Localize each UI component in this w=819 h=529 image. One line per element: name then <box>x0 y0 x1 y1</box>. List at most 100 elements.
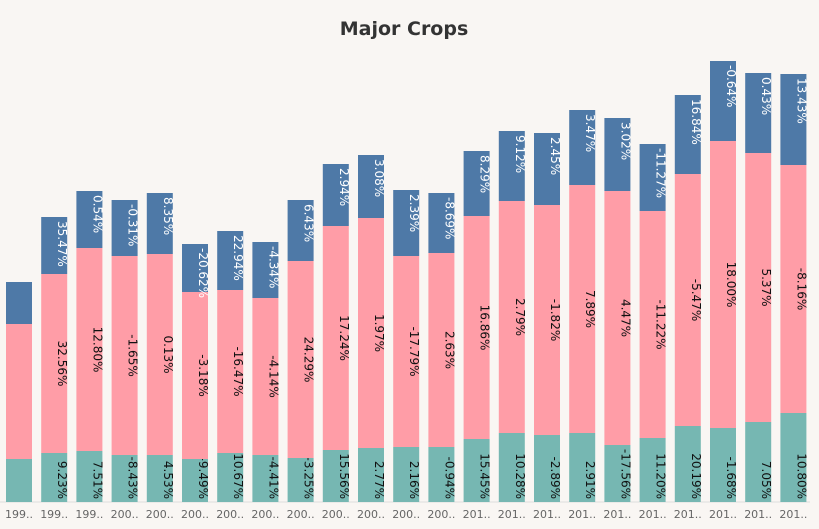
bar-top-segment <box>111 200 138 256</box>
x-tick-label: 199.. <box>40 508 68 521</box>
data-label: 11.20% <box>654 453 668 499</box>
data-label: 8.35% <box>161 197 175 235</box>
bar-top-segment <box>463 151 490 216</box>
data-label: 9.23% <box>55 461 69 499</box>
data-label: 8.29% <box>478 155 492 193</box>
data-label: 2.45% <box>548 137 562 175</box>
bar-bottom-segment <box>639 438 666 502</box>
bar-middle-segment <box>76 248 103 451</box>
bar-middle-segment <box>358 218 384 448</box>
bar-middle-segment <box>111 256 138 455</box>
data-label: -5.47% <box>689 279 703 321</box>
x-tick-label: 200.. <box>287 508 315 521</box>
data-label: 7.89% <box>583 290 597 328</box>
bar-top-segment <box>217 231 244 290</box>
bar-bottom-segment <box>287 458 314 502</box>
bar-middle-segment <box>252 298 279 455</box>
data-label: -0.31% <box>126 204 140 246</box>
data-label: 1.97% <box>372 314 386 352</box>
data-label: 24.29% <box>302 337 316 383</box>
data-label: -17.79% <box>407 326 421 376</box>
bar-middle-segment <box>674 174 701 426</box>
bar-top-segment <box>76 191 103 248</box>
x-tick-labels: 199.. 199.. 199.. 200.. 200.. 200.. 200.. 200..… <box>5 508 807 521</box>
bar-top-segment <box>745 73 772 153</box>
data-label: 35.47% <box>55 221 69 267</box>
bar-middle-segment <box>639 211 666 438</box>
data-label: 10.67% <box>231 453 245 499</box>
bar-top-segment <box>358 155 384 218</box>
data-label: -3.25% <box>302 457 316 499</box>
bar-bottom-segment <box>428 447 455 502</box>
data-label: -0.94% <box>442 457 456 499</box>
bar-middle-segment <box>6 324 32 459</box>
x-tick-label: 199.. <box>5 508 33 521</box>
bar-top-segment <box>41 217 68 274</box>
bar-bottom-segment <box>76 451 103 502</box>
x-tick-label: 200.. <box>427 508 455 521</box>
bar-bottom-segment <box>604 445 631 502</box>
data-label: -1.68% <box>724 457 738 499</box>
data-label: 2.79% <box>513 298 527 336</box>
bar-top-segment <box>428 193 455 253</box>
data-label: -16.47% <box>231 346 245 396</box>
bar-bottom-segment <box>710 428 736 502</box>
data-label: 17.24% <box>337 315 351 361</box>
data-label: 10.28% <box>513 453 527 499</box>
data-label: 5.37% <box>759 268 773 306</box>
bar-middle-segment <box>146 254 173 455</box>
bar-middle-segment <box>393 256 420 447</box>
x-tick-label: 201.. <box>533 508 561 521</box>
data-label: 3.02% <box>618 122 632 160</box>
bar-middle-segment <box>428 253 455 447</box>
bar-bottom-segment <box>393 447 420 502</box>
bar-bottom-segment <box>217 453 244 502</box>
bar-middle-segment <box>41 274 68 453</box>
data-label: 22.94% <box>231 235 245 281</box>
x-tick-label: 201.. <box>603 508 631 521</box>
data-label: 2.39% <box>407 194 421 232</box>
data-label: 2.91% <box>583 461 597 499</box>
bar-bottom-segment <box>182 459 208 502</box>
bar-middle-segment <box>710 141 736 428</box>
bar-top-segment <box>674 95 701 174</box>
bar-top-segment <box>498 131 525 201</box>
x-tick-label: 201.. <box>674 508 702 521</box>
x-tick-label: 200.. <box>251 508 279 521</box>
bar-middle-segment <box>217 290 244 453</box>
data-label: 4.53% <box>161 461 175 499</box>
x-tick-label: 199.. <box>75 508 103 521</box>
data-label: 0.54% <box>90 195 104 233</box>
data-label: -17.56% <box>618 449 632 499</box>
data-label: -8.16% <box>794 268 808 310</box>
bar-top-segment <box>287 200 314 261</box>
data-label: 7.51% <box>90 461 104 499</box>
x-tick-label: 201.. <box>568 508 596 521</box>
data-label: -1.65% <box>126 334 140 376</box>
data-label: -4.14% <box>266 355 280 397</box>
bar-bottom-segment <box>6 459 32 502</box>
x-tick-label: 201.. <box>744 508 772 521</box>
data-label: -3.18% <box>196 354 210 396</box>
bar-top-segment <box>604 118 631 191</box>
data-label: 16.86% <box>478 305 492 351</box>
bar-top-segment <box>252 242 279 298</box>
bar-bottom-segment <box>745 422 772 502</box>
data-label: -8.69% <box>442 197 456 239</box>
bar-top-segment <box>639 144 666 211</box>
bar-middle-segment <box>780 165 807 413</box>
data-label: 2.16% <box>407 461 421 499</box>
data-label: -9.49% <box>196 457 210 499</box>
bar-bottom-segment <box>111 455 138 502</box>
bar-bottom-segment <box>358 448 384 502</box>
bar-middle-segment <box>498 201 525 433</box>
data-label: -1.82% <box>548 299 562 341</box>
bar-bottom-segment <box>674 426 701 502</box>
x-tick-label: 201.. <box>498 508 526 521</box>
data-label: 10.80% <box>794 453 808 499</box>
data-label: -2.89% <box>548 457 562 499</box>
data-label: -4.41% <box>266 457 280 499</box>
bar-bottom-segment <box>780 413 807 502</box>
data-label: -20.62% <box>196 248 210 298</box>
